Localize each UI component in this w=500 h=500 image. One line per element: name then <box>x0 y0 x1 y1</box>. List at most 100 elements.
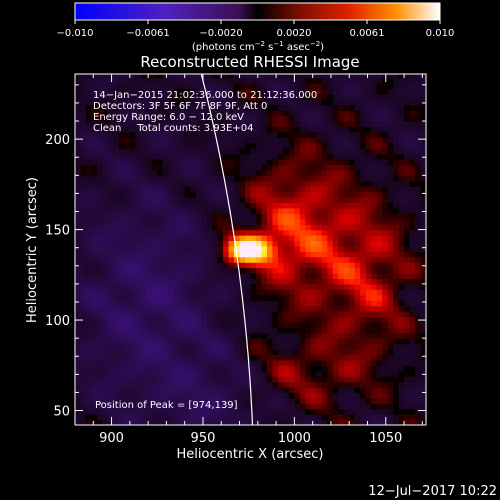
heatmap-cell <box>190 403 197 410</box>
heatmap-cell <box>75 202 82 209</box>
heatmap-cell <box>179 115 186 122</box>
heatmap-cell <box>387 305 394 312</box>
heatmap-cell <box>415 83 422 90</box>
heatmap-cell <box>173 397 180 404</box>
heatmap-cell <box>332 408 339 415</box>
heatmap-cell <box>102 126 109 133</box>
heatmap-cell <box>168 121 175 128</box>
heatmap-cell <box>157 115 164 122</box>
heatmap-cell <box>299 408 306 415</box>
heatmap-cell <box>266 88 274 95</box>
heatmap-cell <box>305 240 312 247</box>
heatmap-cell <box>409 115 416 122</box>
heatmap-cell <box>393 148 400 155</box>
heatmap-cell <box>398 419 405 425</box>
heatmap-cell <box>245 376 252 383</box>
heatmap-cell <box>398 321 405 328</box>
heatmap-cell <box>332 207 339 214</box>
heatmap-cell <box>157 110 164 117</box>
heatmap-cell <box>288 159 295 166</box>
heatmap-cell <box>91 77 98 84</box>
heatmap-cell <box>349 397 356 404</box>
heatmap-cell <box>140 207 147 214</box>
heatmap-cell <box>96 300 104 307</box>
heatmap-cell <box>151 229 158 236</box>
heatmap-cell <box>85 229 93 236</box>
heatmap-cell <box>365 278 372 285</box>
heatmap-cell <box>212 283 219 290</box>
heatmap-cell <box>157 99 164 106</box>
heatmap-cell <box>360 88 367 95</box>
heatmap-cell <box>102 332 109 339</box>
heatmap-cell <box>223 349 230 356</box>
heatmap-cell <box>310 305 317 312</box>
heatmap-cell <box>343 262 350 269</box>
heatmap-cell <box>387 278 394 285</box>
heatmap-cell <box>135 419 142 425</box>
heatmap-cell <box>382 419 389 425</box>
heatmap-cell <box>184 218 191 225</box>
heatmap-cell <box>354 126 361 133</box>
heatmap-cell <box>234 289 241 296</box>
heatmap-cell <box>316 338 323 345</box>
heatmap-cell <box>338 77 345 84</box>
heatmap-cell <box>404 197 411 204</box>
heatmap-cell <box>162 376 169 383</box>
heatmap-cell <box>294 273 301 280</box>
heatmap-cell <box>107 321 114 328</box>
heatmap-cell <box>266 370 274 377</box>
heatmap-cell <box>327 365 334 372</box>
heatmap-cell <box>239 327 246 334</box>
y-tick-label: 150 <box>45 224 70 239</box>
heatmap-cell <box>91 354 98 361</box>
heatmap-cell <box>354 137 361 144</box>
heatmap-cell <box>398 376 405 383</box>
heatmap-cell <box>327 327 334 334</box>
heatmap-cell <box>85 153 93 160</box>
heatmap-cell <box>190 197 197 204</box>
heatmap-cell <box>201 300 208 307</box>
heatmap-cell <box>327 381 334 388</box>
heatmap-cell <box>321 99 328 106</box>
heatmap-cell <box>398 381 405 388</box>
heatmap-cell <box>212 267 219 274</box>
heatmap-cell <box>96 235 104 242</box>
heatmap-cell <box>162 343 169 350</box>
heatmap-cell <box>266 245 274 252</box>
heatmap-cell <box>360 218 367 225</box>
heatmap-cell <box>96 419 104 425</box>
heatmap-cell <box>294 142 301 149</box>
heatmap-cell <box>113 289 120 296</box>
heatmap-cell <box>349 240 356 247</box>
heatmap-cell <box>146 142 153 149</box>
heatmap-cell <box>168 289 175 296</box>
heatmap-cell <box>96 148 104 155</box>
heatmap-cell <box>294 359 301 366</box>
heatmap-cell <box>255 115 263 122</box>
heatmap-cell <box>294 235 301 242</box>
heatmap-cell <box>371 392 378 399</box>
heatmap-cell <box>294 88 301 95</box>
heatmap-cell <box>162 387 169 394</box>
heatmap-cell <box>250 148 257 155</box>
heatmap-cell <box>217 251 224 258</box>
heatmap-cell <box>91 359 98 366</box>
heatmap-cell <box>393 343 400 350</box>
heatmap-cell <box>157 273 164 280</box>
heatmap-cell <box>129 256 136 263</box>
heatmap-cell <box>212 311 219 318</box>
heatmap-cell <box>190 414 197 421</box>
heatmap-cell <box>404 104 411 111</box>
heatmap-cell <box>272 245 279 252</box>
heatmap-cell <box>135 311 142 318</box>
heatmap-cell <box>332 137 339 144</box>
heatmap-cell <box>85 256 93 263</box>
heatmap-cell <box>239 110 246 117</box>
heatmap-cell <box>80 278 87 285</box>
heatmap-cell <box>85 104 93 111</box>
heatmap-cell <box>299 93 306 100</box>
heatmap-cell <box>255 283 263 290</box>
heatmap-cell <box>409 278 416 285</box>
heatmap-cell <box>332 240 339 247</box>
heatmap-cell <box>75 316 82 323</box>
